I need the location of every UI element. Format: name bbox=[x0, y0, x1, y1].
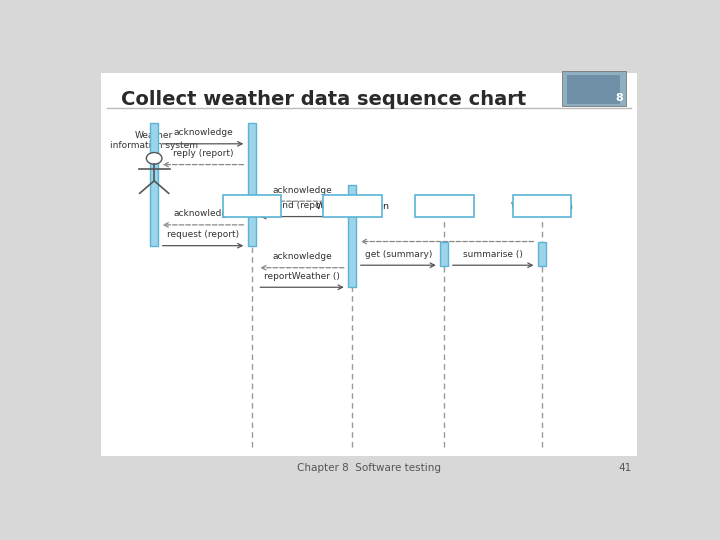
Text: get (summary): get (summary) bbox=[364, 249, 432, 259]
Text: acknowledge: acknowledge bbox=[173, 209, 233, 218]
Text: SatComms: SatComms bbox=[226, 201, 278, 211]
Text: WeatherStation: WeatherStation bbox=[315, 201, 390, 211]
Text: summarise (): summarise () bbox=[463, 249, 523, 259]
Text: reportWeather (): reportWeather () bbox=[264, 272, 340, 281]
Bar bbox=[415, 195, 474, 217]
Bar bbox=[248, 123, 256, 246]
Text: 8: 8 bbox=[615, 93, 623, 103]
Bar bbox=[562, 71, 626, 106]
Text: reply (report): reply (report) bbox=[173, 149, 233, 158]
Bar bbox=[323, 195, 382, 217]
Text: 41: 41 bbox=[618, 463, 631, 473]
Text: Collect weather data sequence chart: Collect weather data sequence chart bbox=[121, 90, 526, 109]
Text: acknowledge: acknowledge bbox=[272, 252, 332, 261]
Text: WeatherData: WeatherData bbox=[510, 201, 574, 211]
Bar bbox=[538, 241, 546, 266]
Text: acknowledge: acknowledge bbox=[173, 128, 233, 137]
Text: Weather
information system: Weather information system bbox=[110, 131, 198, 151]
Bar bbox=[441, 241, 449, 266]
Text: acknowledge: acknowledge bbox=[272, 186, 332, 194]
Bar bbox=[222, 195, 281, 217]
Text: send (report): send (report) bbox=[272, 201, 332, 210]
Bar bbox=[150, 123, 158, 246]
Bar bbox=[348, 185, 356, 287]
Text: Commslink: Commslink bbox=[418, 201, 471, 211]
Text: Chapter 8  Software testing: Chapter 8 Software testing bbox=[297, 463, 441, 473]
Bar bbox=[513, 195, 571, 217]
Circle shape bbox=[146, 152, 162, 164]
Text: request (report): request (report) bbox=[167, 230, 239, 239]
Bar bbox=[567, 75, 620, 104]
